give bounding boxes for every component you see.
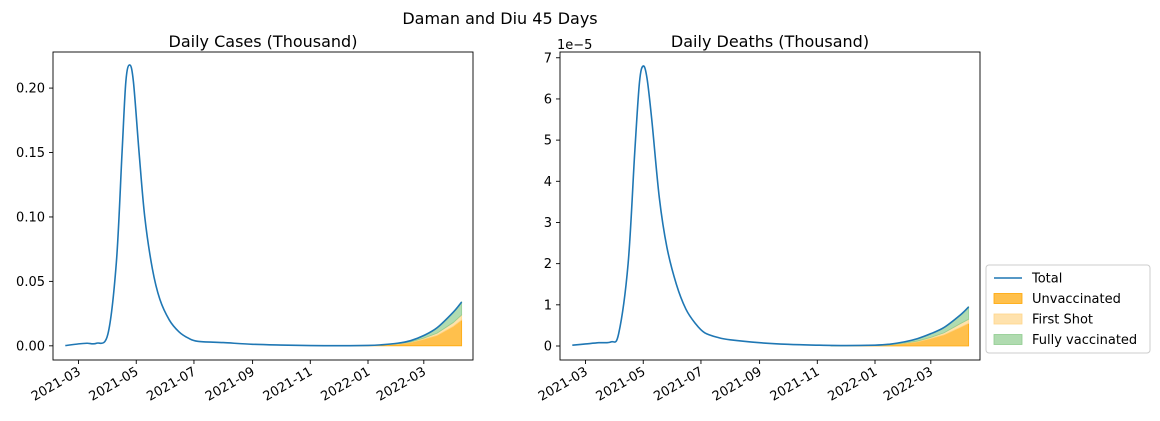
legend-swatch-unvaccinated (993, 293, 1023, 304)
legend-swatch-fully-vaccinated (993, 334, 1023, 345)
deaths-x-tick-label: 2021-03 (536, 364, 591, 404)
cases-y-tick-label: 0.15 (16, 146, 45, 161)
deaths-x-tick-label: 2021-09 (710, 364, 765, 404)
deaths-y-tick-label: 4 (544, 175, 552, 190)
cases-x-tick-label: 2021-05 (87, 364, 142, 404)
cases-y-tick-label: 0.10 (16, 210, 45, 225)
cases-x-tick-label: 2021-09 (203, 364, 258, 404)
deaths-x-tick-label: 2021-07 (651, 364, 706, 404)
deaths-vaccination-areas (830, 305, 970, 347)
legend-swatch-first-shot (993, 313, 1023, 325)
legend: Total Unvaccinated First Shot Fully vaccina… (985, 264, 1151, 354)
legend-label-fully-vaccinated: Fully vaccinated (1032, 333, 1137, 348)
deaths-axes-frame (559, 51, 981, 361)
cases-y-tick-label: 0.20 (16, 82, 45, 97)
deaths-x-tick-label: 2021-11 (768, 364, 823, 404)
legend-label-unvaccinated: Unvaccinated (1032, 292, 1121, 307)
deaths-y-tick-label: 1 (544, 298, 552, 313)
legend-box (985, 264, 1151, 354)
deaths-x-tick-label: 2022-03 (881, 364, 936, 404)
deaths-x-tick-label: 2021-05 (594, 364, 649, 404)
deaths-y-tick-label: 5 (544, 134, 552, 149)
cases-x-tick-label: 2022-03 (374, 364, 429, 404)
cases-axes-frame (52, 51, 474, 361)
deaths-chart-title: Daily Deaths (Thousand) (671, 32, 869, 51)
legend-label-first-shot: First Shot (1032, 313, 1093, 328)
cases-chart: Daily Cases (Thousand) 2021-03 2021-05 202… (16, 32, 474, 405)
deaths-total-line (572, 65, 970, 347)
cases-x-tick-label: 2021-07 (144, 364, 199, 404)
deaths-x-axis: 2021-03 2021-05 2021-07 2021-09 2021-11 2022-… (536, 360, 936, 405)
cases-y-tick-label: 0.05 (16, 275, 45, 290)
deaths-chart: Daily Deaths (Thousand) 1e−5 2021-03 2021… (536, 32, 981, 405)
cases-x-tick-label: 2021-11 (261, 364, 316, 404)
cases-y-axis: 0.00 0.05 0.10 0.15 0.20 (16, 82, 53, 354)
cases-x-axis: 2021-03 2021-05 2021-07 2021-09 2021-11 2022-… (29, 360, 429, 405)
deaths-plot-frame (559, 51, 981, 361)
deaths-y-tick-label: 7 (544, 51, 552, 66)
deaths-total-line-group (572, 65, 970, 347)
deaths-y-tick-label: 6 (544, 92, 552, 107)
figure-suptitle: Daman and Diu 45 Days (402, 9, 597, 28)
cases-x-tick-label: 2022-01 (318, 364, 373, 404)
cases-y-tick-label: 0.00 (16, 339, 45, 354)
cases-total-line-group (65, 64, 463, 347)
deaths-y-tick-label: 2 (544, 257, 552, 272)
cases-chart-title: Daily Cases (Thousand) (169, 32, 358, 51)
cases-total-line (65, 64, 463, 347)
deaths-y-tick-label: 3 (544, 216, 552, 231)
cases-x-tick-label: 2021-03 (29, 364, 84, 404)
deaths-x-tick-label: 2022-01 (825, 364, 880, 404)
deaths-y-axis: 0 1 2 3 4 5 6 7 (544, 51, 560, 355)
deaths-y-offset-label: 1e−5 (557, 38, 592, 53)
deaths-y-tick-label: 0 (544, 340, 552, 355)
legend-label-total: Total (1031, 272, 1062, 287)
cases-plot-frame (52, 51, 474, 361)
